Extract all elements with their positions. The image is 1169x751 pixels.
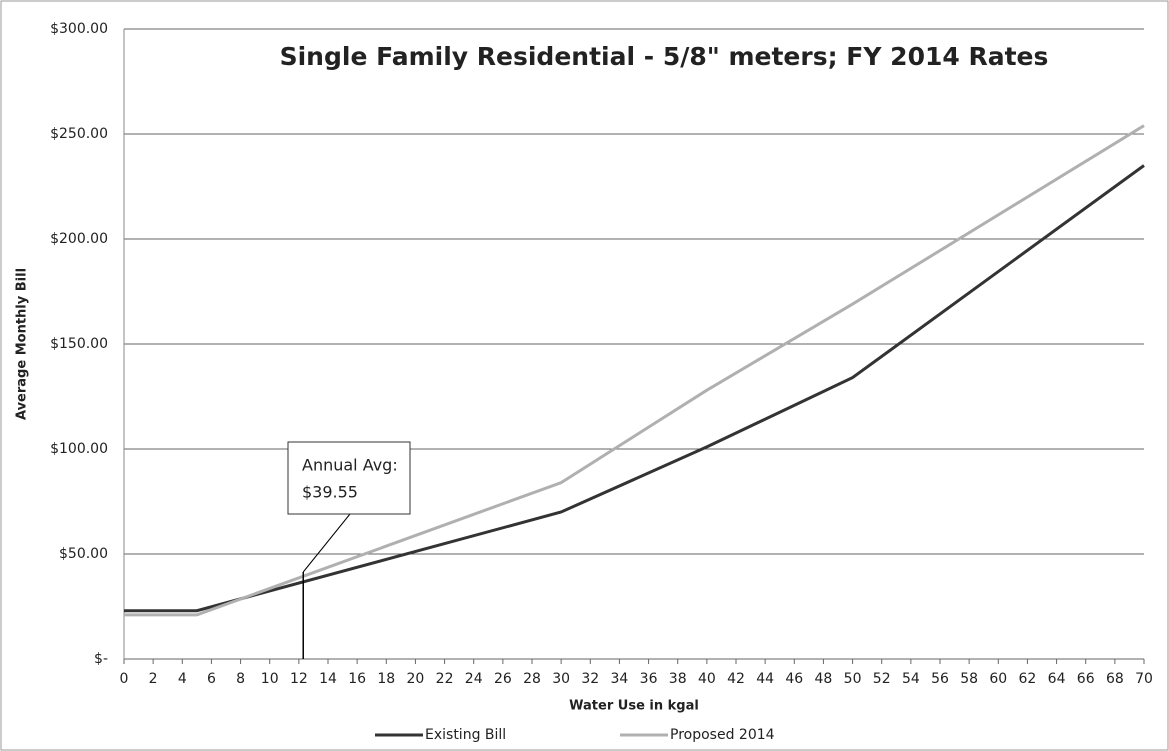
x-tick-label: 38 <box>669 671 687 687</box>
x-tick-label: 16 <box>348 671 366 687</box>
y-tick-label: $50.00 <box>59 546 108 562</box>
x-tick-label: 10 <box>261 671 279 687</box>
x-tick-label: 4 <box>178 671 187 687</box>
x-tick-label: 64 <box>1048 671 1066 687</box>
x-tick-label: 12 <box>290 671 308 687</box>
y-tick-label: $200.00 <box>50 231 108 247</box>
x-tick-label: 32 <box>581 671 599 687</box>
annotation-text: $39.55 <box>302 483 358 502</box>
x-tick-label: 26 <box>494 671 512 687</box>
legend-label: Existing Bill <box>425 727 506 743</box>
y-tick-label: $150.00 <box>50 336 108 352</box>
x-tick-label: 2 <box>149 671 158 687</box>
legend-label: Proposed 2014 <box>670 727 775 743</box>
y-tick-label: $100.00 <box>50 441 108 457</box>
x-tick-label: 54 <box>902 671 920 687</box>
x-tick-label: 56 <box>931 671 949 687</box>
y-tick-label: $300.00 <box>50 21 108 37</box>
x-axis-label: Water Use in kgal <box>569 699 699 714</box>
x-tick-label: 28 <box>523 671 541 687</box>
annotation-text: Annual Avg: <box>302 456 398 475</box>
x-tick-label: 6 <box>207 671 216 687</box>
x-tick-label: 58 <box>960 671 978 687</box>
x-tick-label: 24 <box>465 671 483 687</box>
x-tick-label: 20 <box>407 671 425 687</box>
x-tick-label: 52 <box>873 671 891 687</box>
x-tick-label: 62 <box>1019 671 1037 687</box>
x-tick-label: 50 <box>844 671 862 687</box>
x-tick-label: 60 <box>989 671 1007 687</box>
series-line <box>124 124 1145 617</box>
annotation-box <box>287 441 411 515</box>
x-tick-label: 8 <box>236 671 245 687</box>
x-tick-label: 44 <box>756 671 774 687</box>
x-tick-label: 34 <box>611 671 629 687</box>
x-tick-label: 22 <box>436 671 454 687</box>
x-tick-label: 40 <box>698 671 716 687</box>
x-tick-label: 30 <box>552 671 570 687</box>
series-line <box>124 164 1145 613</box>
y-tick-label: $- <box>94 651 108 667</box>
x-tick-label: 48 <box>815 671 833 687</box>
x-tick-label: 0 <box>120 671 129 687</box>
x-tick-label: 18 <box>377 671 395 687</box>
x-tick-label: 14 <box>319 671 337 687</box>
x-tick-label: 42 <box>727 671 745 687</box>
x-tick-label: 68 <box>1106 671 1124 687</box>
x-tick-label: 36 <box>640 671 658 687</box>
x-tick-label: 66 <box>1077 671 1095 687</box>
x-tick-label: 46 <box>785 671 803 687</box>
annotation-leader <box>302 513 351 573</box>
chart-title: Single Family Residential - 5/8" meters;… <box>280 42 1049 71</box>
y-axis-label: Average Monthly Bill <box>15 268 30 420</box>
y-tick-label: $250.00 <box>50 126 108 142</box>
x-tick-label: 70 <box>1135 671 1153 687</box>
